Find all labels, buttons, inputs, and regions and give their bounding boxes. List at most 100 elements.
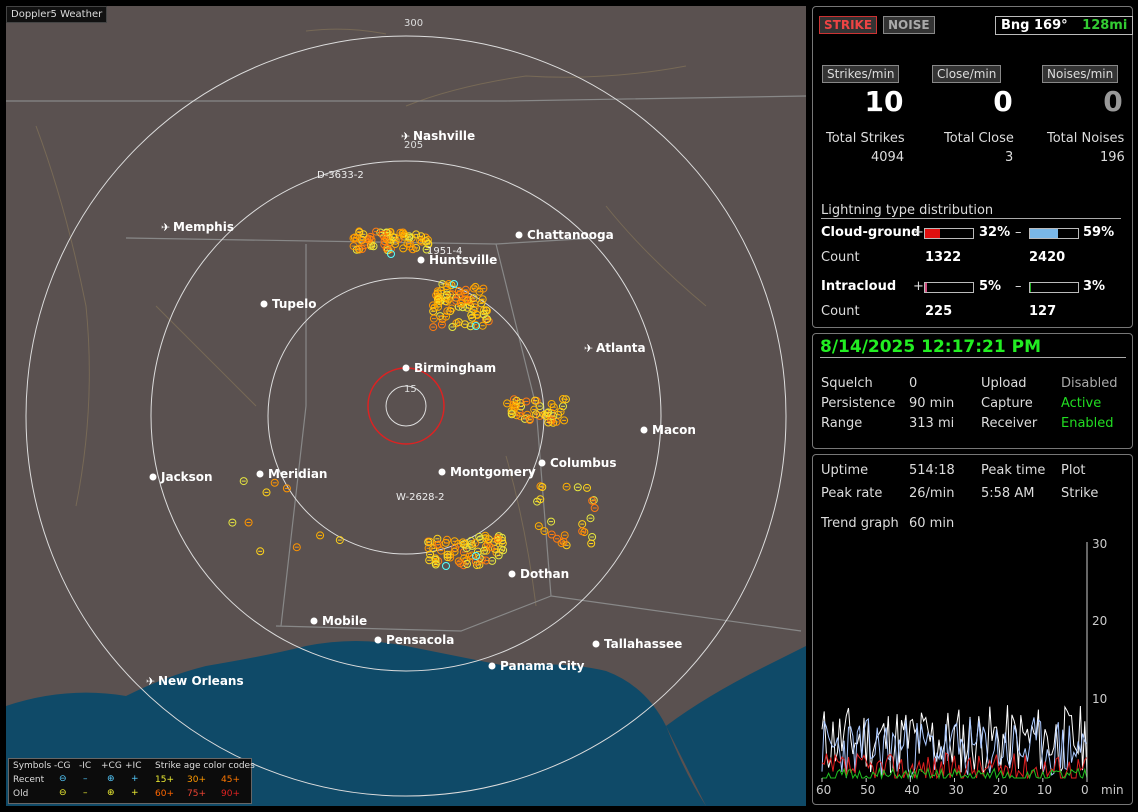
cg-positive-pct: 32% [979, 225, 1011, 240]
airport-icon: ✈ [146, 675, 155, 688]
strike-icon [512, 411, 521, 420]
ic-negative-bar [1029, 282, 1079, 293]
x-unit: min [1101, 783, 1124, 797]
persistence-label: Persistence [821, 396, 896, 411]
x-tick-label: 0 [1081, 783, 1089, 797]
city-label: Chattanooga [527, 228, 614, 242]
ic-positive-bar [924, 282, 974, 293]
strike-icon [479, 284, 488, 293]
strike-icon [578, 527, 587, 536]
strike-icon [547, 400, 556, 408]
legend-old: Old [13, 789, 29, 799]
strike-icon [559, 537, 568, 546]
strike-icon [400, 230, 409, 239]
city-label: Jackson [160, 470, 213, 484]
strike-icon [438, 315, 447, 323]
strike-icon [443, 550, 452, 559]
total-noises: 196 [1100, 150, 1125, 165]
cloud-ground-label: Cloud-ground [821, 225, 921, 240]
strike-icon [425, 556, 434, 565]
strike-icon [372, 227, 381, 236]
old-ic-minus-icon: – [83, 788, 88, 798]
upload-value: Disabled [1061, 376, 1118, 391]
capture-value: Active [1061, 396, 1102, 411]
strike-icon [460, 289, 469, 298]
peak-time-value: 5:58 AM [981, 486, 1035, 501]
legend-cg-plus: +CG [101, 761, 122, 771]
strike-icon [443, 307, 452, 316]
recent-cg-minus-icon: ⊖ [59, 774, 67, 784]
cg-negative-count: 2420 [1029, 250, 1066, 265]
city-dot-icon [508, 570, 516, 578]
strike-icon [450, 537, 459, 546]
series-ic [822, 766, 1088, 780]
close-per-min-label: Close/min [932, 65, 1002, 83]
strike-icon [239, 477, 248, 486]
strike-icon [463, 303, 472, 312]
peak-rate-value: 26/min [909, 486, 955, 501]
age-90: 90+ [221, 789, 240, 799]
strike-icon [538, 483, 547, 491]
airport-icon: ✈ [401, 130, 410, 143]
city-dot-icon [256, 470, 264, 478]
datetime: 8/14/2025 12:17:21 PM [820, 337, 1126, 358]
strike-icon [228, 518, 237, 527]
bearing-value: Bng 169° [1001, 18, 1068, 33]
ic-negative-count: 127 [1029, 304, 1057, 319]
strike-icon [450, 547, 459, 556]
city-dot-icon [515, 231, 523, 239]
age-45: 45+ [221, 775, 240, 785]
lightning-map[interactable]: 300 205 15 ✈ Nashville ✈ Memphis Chattanooga Hu… [6, 6, 806, 806]
old-cg-minus-icon: ⊖ [59, 788, 67, 798]
strike-icon [587, 539, 596, 548]
strike-icon [583, 483, 591, 492]
strike-icon [378, 230, 387, 239]
strike-icon [389, 233, 398, 242]
ic-positive-count: 225 [925, 304, 953, 319]
strike-icon [532, 410, 541, 419]
strike-icon [471, 320, 480, 329]
ring-label-15: 15 [404, 384, 417, 395]
recent-cg-plus-icon: ⊕ [107, 774, 115, 784]
city-label: Dothan [520, 567, 569, 581]
strike-icon [480, 546, 488, 555]
strike-icon [366, 232, 375, 241]
noises-per-min-label: Noises/min [1042, 65, 1119, 83]
cg-count-label: Count [821, 250, 860, 265]
city-label: Birmingham [414, 361, 496, 375]
trend-value: 60 min [909, 516, 955, 531]
cell-label-w2628: W-2628-2 [396, 492, 445, 503]
strike-icon [469, 284, 478, 293]
strike-icon [493, 534, 502, 543]
strike-icon [444, 295, 453, 304]
strike-icon [547, 530, 556, 539]
city-dot-icon [438, 468, 446, 476]
intracloud-label: Intracloud [821, 279, 897, 294]
persistence-value: 90 min [909, 396, 955, 411]
strike-button[interactable]: STRIKE [819, 16, 878, 34]
noise-button[interactable]: NOISE [883, 16, 935, 34]
city-label: Huntsville [429, 253, 497, 267]
range-label: Range [821, 416, 863, 431]
storm-cell-labels: D-3633-2 1951-4 W-2628-2 [317, 170, 462, 503]
strike-icon [456, 299, 465, 308]
ring-label-300: 300 [404, 18, 423, 29]
city-dot-icon [640, 426, 648, 434]
city-label: Mobile [322, 614, 367, 628]
trend-series [821, 705, 1088, 780]
strike-icon [461, 539, 470, 548]
plot-label: Plot [1061, 463, 1086, 478]
ic-positive-pct: 5% [979, 279, 1002, 294]
strike-icon [469, 294, 478, 303]
legend-age-title: Strike age color codes [155, 761, 255, 771]
uptime-label: Uptime [821, 463, 869, 478]
roads [35, 28, 707, 607]
strike-icon [503, 399, 512, 408]
recent-strike-icon [387, 250, 395, 258]
receiver-label: Receiver [981, 416, 1038, 431]
strike-icon [369, 242, 378, 251]
x-axis-ticks: 60 50 40 30 20 10 0 [816, 778, 1089, 797]
counts-panel: STRIKE NOISE Bng 169° 128mi Strikes/min … [812, 6, 1134, 328]
airport-icon: ✈ [584, 342, 593, 355]
